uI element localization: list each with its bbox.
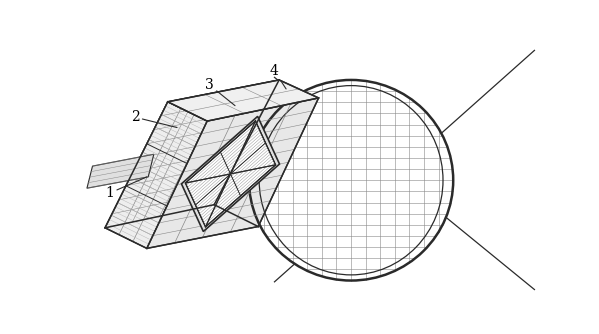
Text: 4: 4	[270, 64, 286, 89]
Polygon shape	[87, 154, 154, 188]
Polygon shape	[168, 80, 319, 121]
Ellipse shape	[249, 80, 453, 281]
Polygon shape	[181, 116, 280, 231]
Text: 3: 3	[205, 78, 235, 106]
Polygon shape	[185, 121, 276, 227]
Text: 1: 1	[105, 177, 147, 200]
Polygon shape	[147, 98, 319, 248]
Polygon shape	[105, 102, 207, 248]
Polygon shape	[105, 80, 279, 228]
Text: 2: 2	[131, 110, 177, 128]
